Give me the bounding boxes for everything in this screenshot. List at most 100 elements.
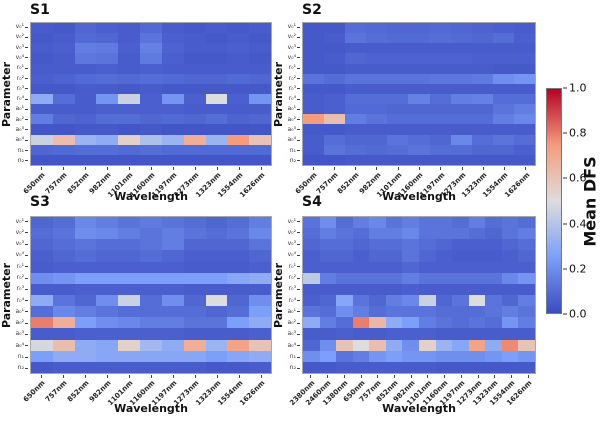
heatmap-cell [303, 317, 320, 329]
x-tick-label: 852nm [65, 379, 91, 404]
heatmap-cell [336, 317, 353, 329]
heatmap-cell [205, 23, 228, 34]
heatmap-cell [418, 328, 436, 340]
colorbar-tick-labels: 1.0 0.8 0.6 0.4 0.2 0.0 [563, 82, 593, 321]
heatmap-cell [118, 317, 141, 329]
heatmap-cell [205, 295, 228, 307]
heatmap-cell [485, 228, 502, 240]
heatmap-cell [452, 217, 469, 229]
heatmap-cell [324, 63, 346, 74]
heatmap-cell [205, 228, 228, 240]
heatmap-cell [96, 43, 119, 54]
heatmap-cell [418, 361, 436, 373]
heatmap-cell [408, 124, 430, 135]
heatmap-cell [518, 250, 535, 262]
heatmap-cell [387, 94, 409, 105]
heatmap-cell [249, 272, 271, 284]
heatmap-cell [74, 53, 97, 64]
heatmap-cell [450, 134, 472, 145]
heatmap-cell [183, 83, 206, 94]
heatmap-cell [468, 239, 486, 251]
heatmap-cell [450, 114, 472, 125]
heatmap-cell [31, 250, 53, 262]
heatmap-cell [429, 43, 451, 54]
x-tick-mark [527, 375, 529, 378]
heatmap-cell [52, 23, 75, 34]
y-tick-label: v₀¹ [14, 216, 29, 227]
heatmap-cell [366, 63, 388, 74]
heatmap-cell [118, 239, 141, 251]
heatmap-cell [227, 23, 250, 34]
heatmap-cell [324, 33, 346, 44]
y-tick-label: a₀⁴ [286, 340, 301, 351]
heatmap-cell [140, 73, 162, 84]
heatmap-cell [52, 317, 75, 329]
heatmap-cell [118, 295, 141, 307]
heatmap-cell [205, 261, 228, 273]
heatmap-cell [319, 361, 337, 373]
heatmap-cell [140, 306, 162, 318]
y-tick-label: v₀¹ [14, 22, 29, 32]
y-tick-label: r₀¹ [286, 261, 301, 272]
x-axis-label-s2: Wavelength [382, 190, 456, 203]
heatmap-cell [52, 83, 75, 94]
x-axis-label-s1: Wavelength [114, 190, 188, 203]
heatmap-cell [471, 134, 493, 145]
heatmap-cell [418, 295, 436, 307]
heatmap-cell [352, 283, 370, 295]
heatmap-cell [183, 250, 206, 262]
heatmap-cell [52, 73, 75, 84]
heatmap-cell [513, 33, 535, 44]
heatmap-cell [227, 43, 250, 54]
heatmap-cell [205, 317, 228, 329]
heatmap-cell [249, 124, 271, 135]
heatmap-cell [513, 154, 535, 165]
heatmap-cell [513, 94, 535, 105]
heatmap-cell [31, 228, 53, 240]
x-tick-mark [173, 375, 174, 378]
heatmap-cell [429, 53, 451, 64]
heatmap-cell [452, 339, 469, 351]
y-tick-label: a₀⁴ [286, 135, 301, 145]
heatmap-cell [205, 43, 228, 54]
heatmap-cell [324, 114, 346, 125]
heatmap-cell [319, 350, 337, 362]
heatmap-cell [227, 295, 250, 307]
heatmap-cell [485, 361, 502, 373]
heatmap-cell [429, 114, 451, 125]
y-tick-label: v₀² [286, 32, 301, 42]
heatmap-cell [303, 261, 320, 273]
heatmap-cell [471, 124, 493, 135]
heatmap-cell [408, 23, 430, 34]
heatmap-cell [161, 283, 184, 295]
heatmap-cell [385, 317, 403, 329]
y-tick-labels-s2: v₀¹ v₀² v₀³ v₀⁴ r₀¹ r₀² r₀³ r₀⁴ a₀¹ a₀² a₀³ a₀⁴ n₁ n₂ [286, 22, 301, 166]
heatmap-cell [183, 350, 206, 362]
heatmap-cell [303, 114, 325, 125]
heatmap-cell [205, 250, 228, 262]
heatmap-cell [492, 33, 514, 44]
heatmap-cell [227, 328, 250, 340]
heatmap-cell [319, 228, 337, 240]
heatmap-cell [513, 53, 535, 64]
heatmap-cell [485, 261, 502, 273]
heatmap-cell [513, 43, 535, 54]
heatmap-cell [96, 217, 119, 229]
heatmap-cell [183, 228, 206, 240]
heatmap-cell [96, 134, 119, 145]
heatmap-cell [227, 250, 250, 262]
heatmap-cell [402, 361, 419, 373]
heatmap-cell [249, 94, 271, 105]
heatmap-cell [429, 124, 451, 135]
heatmap-cell [96, 114, 119, 125]
heatmap-cell [183, 339, 206, 351]
heatmap-cell [249, 228, 271, 240]
heatmap-cell [74, 328, 97, 340]
heatmap-cell [345, 73, 367, 84]
heatmap-cell [140, 114, 162, 125]
heatmap-cell [518, 350, 535, 362]
heatmap-cell [118, 23, 141, 34]
heatmap-cell [468, 306, 486, 318]
heatmap-cell [418, 272, 436, 284]
colorbar-tick-mark [563, 177, 567, 179]
